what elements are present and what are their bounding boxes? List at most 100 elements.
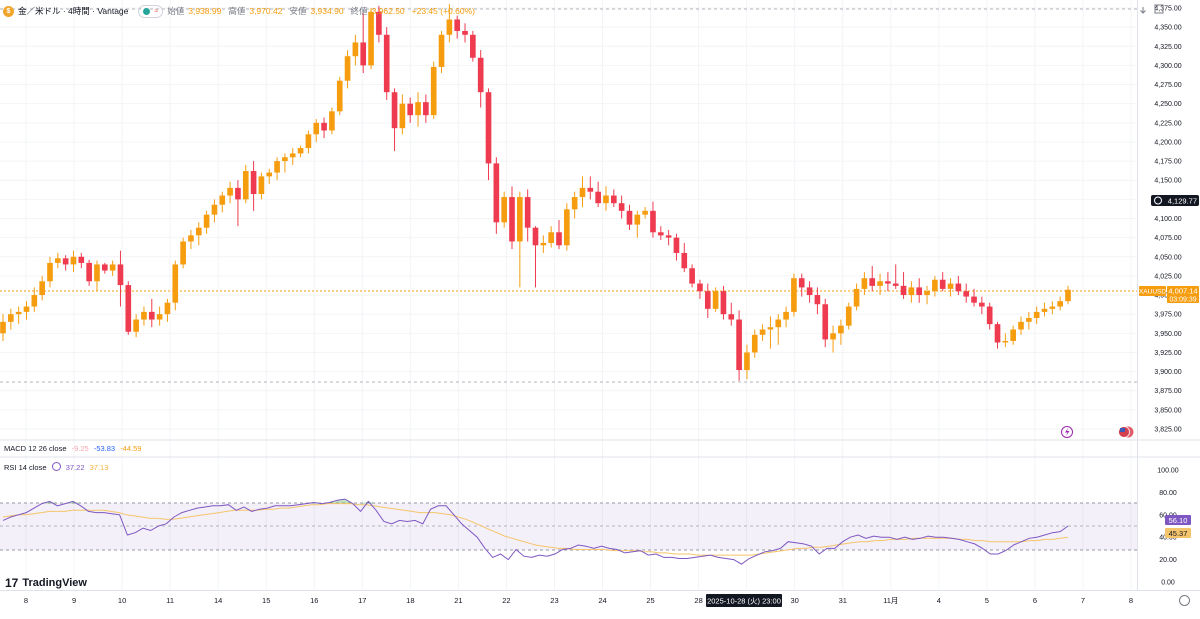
candle xyxy=(227,181,233,204)
candle-body xyxy=(877,281,883,286)
candle xyxy=(8,308,14,330)
candle-body xyxy=(446,19,453,35)
candle xyxy=(109,260,116,276)
candle xyxy=(681,242,688,273)
candle-body xyxy=(924,291,930,296)
time-tick-label: 14 xyxy=(214,596,222,605)
candle xyxy=(1049,301,1056,315)
candle-body xyxy=(493,163,500,223)
scroll-down-icon[interactable] xyxy=(1140,7,1146,14)
candle-body xyxy=(188,235,194,242)
candle xyxy=(618,195,625,219)
candle xyxy=(963,283,970,303)
candle-body xyxy=(1049,306,1056,309)
candle-body xyxy=(438,34,445,67)
candle xyxy=(814,287,821,315)
time-tick-label: 6 xyxy=(1033,596,1037,605)
candle-body xyxy=(564,209,570,246)
time-tick-label: 16 xyxy=(310,596,318,605)
candle xyxy=(376,5,382,43)
maximize-pane-icon[interactable] xyxy=(1154,4,1164,14)
candle xyxy=(0,314,6,341)
candle xyxy=(47,256,53,288)
candle xyxy=(117,250,124,307)
rsi-legend[interactable]: RSI 14 close 37.22 37.13 xyxy=(4,462,108,472)
candle-body xyxy=(736,319,742,371)
candle xyxy=(1010,325,1017,345)
candle xyxy=(838,319,844,345)
market-status-pill[interactable]: ≈ xyxy=(138,4,164,18)
candle-body xyxy=(532,227,539,246)
candle xyxy=(313,118,320,142)
candle xyxy=(744,344,750,380)
candle xyxy=(1018,316,1024,335)
candle-body xyxy=(15,311,22,315)
time-tick-label: 5 xyxy=(985,596,989,605)
candle xyxy=(470,30,476,62)
candle-body xyxy=(454,19,461,31)
candle xyxy=(853,283,860,311)
candle xyxy=(250,161,257,211)
candle xyxy=(822,298,829,348)
time-axis[interactable]: 891011141516171821222324252829303111月456… xyxy=(24,596,1133,605)
rsi-tick-label: 20.00 xyxy=(1159,557,1177,564)
candle-body xyxy=(665,235,672,238)
candle xyxy=(282,153,288,173)
rsi-ma-value: 37.13 xyxy=(89,463,109,472)
rsi-settings-icon[interactable] xyxy=(51,462,61,471)
time-tick-label: 24 xyxy=(598,596,606,605)
candle-body xyxy=(227,187,233,196)
candle-body xyxy=(1010,329,1017,341)
macd-legend[interactable]: MACD 12 26 close -9.25 -53.83 -44.59 xyxy=(4,444,141,453)
price-axis[interactable]: 4,375.00 4,350.00 4,325.00 4,300.00 4,275.00… xyxy=(1154,6,1181,434)
candle-body xyxy=(8,314,14,322)
candle xyxy=(509,186,515,250)
candle-body xyxy=(180,241,186,265)
candle-body xyxy=(86,262,92,282)
candle-body xyxy=(415,102,421,116)
candle-body xyxy=(571,197,578,210)
price-tick-label: 4,175.00 xyxy=(1154,159,1181,166)
candle-body xyxy=(156,314,163,320)
candle-body xyxy=(517,197,523,242)
candle-body xyxy=(720,291,727,315)
candle xyxy=(806,281,813,303)
candle xyxy=(1002,333,1009,348)
candle xyxy=(454,15,461,39)
candle xyxy=(517,191,523,288)
candle-body xyxy=(994,324,1001,343)
us-flag-events-icon[interactable] xyxy=(1118,426,1134,438)
crosshair-price-label: 4,129.77 xyxy=(1168,197,1197,206)
price-tick-label: 4,100.00 xyxy=(1154,216,1181,223)
candle xyxy=(242,164,249,204)
candle xyxy=(501,191,507,228)
lightning-icon[interactable] xyxy=(1061,426,1073,438)
candle xyxy=(900,272,907,299)
price-tick-label: 3,900.00 xyxy=(1154,369,1181,376)
candle xyxy=(885,272,891,292)
candle-body xyxy=(133,319,139,332)
candle xyxy=(289,148,296,165)
candle-body xyxy=(932,279,938,292)
candle xyxy=(845,302,852,330)
candle xyxy=(438,30,445,74)
candle-body xyxy=(634,214,641,225)
candle xyxy=(642,207,648,219)
candle-body xyxy=(39,281,45,296)
price-tick-label: 4,300.00 xyxy=(1154,63,1181,70)
candle xyxy=(485,88,492,181)
settings-gear-icon[interactable] xyxy=(1179,595,1190,606)
candle xyxy=(595,181,601,208)
candle xyxy=(274,157,280,181)
symbol-legend: $ 金／米ドル · 4時間 · Vantage ≈ 始値 3,938.99 高値 3… xyxy=(0,0,478,22)
open-label: 始値 xyxy=(167,6,185,16)
symbol-title[interactable]: 金／米ドル · 4時間 · Vantage xyxy=(18,6,129,16)
time-tick-label: 25 xyxy=(646,596,654,605)
candle xyxy=(798,273,805,297)
candle xyxy=(986,302,993,330)
candle xyxy=(712,287,719,312)
last-symbol-label: XAUUSD xyxy=(1139,289,1166,296)
tradingview-logo[interactable]: 17 TradingView xyxy=(5,576,87,590)
